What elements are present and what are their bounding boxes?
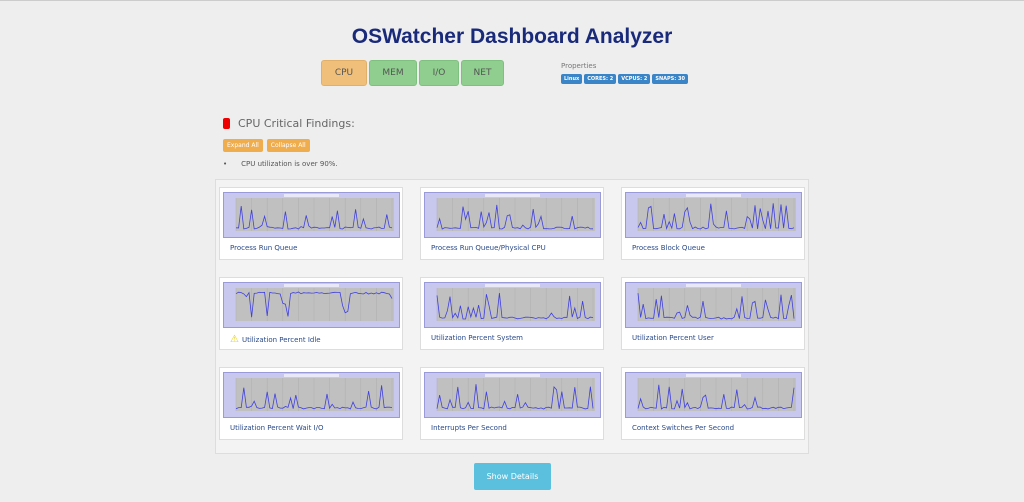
- chart-thumbnail[interactable]: [625, 282, 802, 328]
- chart-title[interactable]: Context Switches Per Second: [632, 424, 735, 432]
- chart-thumbnail[interactable]: [223, 192, 400, 238]
- page-title: OSWatcher Dashboard Analyzer: [351, 25, 673, 48]
- show-details-button[interactable]: Show Details: [474, 463, 551, 490]
- tab-io[interactable]: I/O: [419, 60, 459, 86]
- finding-text: CPU utilization is over 90%.: [241, 160, 338, 168]
- chart-thumbnail[interactable]: [625, 192, 802, 238]
- chart-card[interactable]: ⚠ Utilization Percent Idle: [219, 277, 403, 350]
- warning-icon: ⚠: [230, 334, 239, 345]
- chart-card[interactable]: Process Run Queue/Physical CPU: [420, 187, 604, 260]
- chart-line: [637, 293, 795, 320]
- chart-card[interactable]: Utilization Percent User: [621, 277, 805, 350]
- chart-title[interactable]: Process Block Queue: [632, 244, 705, 252]
- chart-card[interactable]: Utilization Percent Wait I/O: [219, 367, 403, 440]
- tab-mem[interactable]: MEM: [369, 60, 417, 86]
- chart-card[interactable]: Process Block Queue: [621, 187, 805, 260]
- chart-thumbnail[interactable]: [424, 282, 601, 328]
- tab-cpu[interactable]: CPU: [321, 60, 367, 86]
- chart-title[interactable]: Utilization Percent System: [431, 334, 523, 342]
- chart-title[interactable]: Utilization Percent Idle: [241, 335, 321, 344]
- chart-card[interactable]: Utilization Percent System: [420, 277, 604, 350]
- chart-line: [637, 384, 795, 410]
- os-badge: Linux: [561, 74, 583, 84]
- chart-grid: Process Run Queue Process Run Queue/Phys…: [215, 179, 809, 454]
- critical-icon: [223, 118, 230, 129]
- chart-thumbnail[interactable]: [424, 192, 601, 238]
- chart-line: [436, 384, 594, 410]
- chart-line: [436, 293, 594, 320]
- chart-card[interactable]: Interrupts Per Second: [420, 367, 604, 440]
- chart-line: [235, 205, 393, 230]
- chart-title[interactable]: Interrupts Per Second: [431, 424, 507, 432]
- chart-thumbnail[interactable]: [223, 282, 400, 328]
- chart-title[interactable]: Utilization Percent User: [632, 334, 714, 342]
- findings-section: CPU Critical Findings: Expand All Collap…: [223, 117, 355, 168]
- properties: Properties Linux CORES: 2 VCPUS: 2 SNAPS…: [561, 62, 688, 84]
- vcpus-badge: VCPUS: 2: [618, 74, 651, 84]
- chart-line: [436, 204, 594, 230]
- chart-line: [235, 385, 393, 410]
- finding-item: • CPU utilization is over 90%.: [223, 160, 355, 168]
- chart-title[interactable]: Process Run Queue/Physical CPU: [431, 244, 546, 252]
- chart-line: [637, 203, 795, 230]
- chart-card[interactable]: Process Run Queue: [219, 187, 403, 260]
- properties-label: Properties: [561, 62, 597, 70]
- expand-all-button[interactable]: Expand All: [223, 139, 263, 152]
- collapse-all-button[interactable]: Collapse All: [266, 139, 310, 152]
- tab-bar: CPU MEM I/O NET: [321, 60, 504, 86]
- chart-thumbnail[interactable]: [424, 372, 601, 418]
- chart-thumbnail[interactable]: [223, 372, 400, 418]
- chart-card[interactable]: Context Switches Per Second: [621, 367, 805, 440]
- snaps-badge: SNAPS: 30: [652, 74, 688, 84]
- chart-title[interactable]: Utilization Percent Wait I/O: [230, 424, 324, 432]
- findings-title: CPU Critical Findings:: [238, 117, 355, 130]
- tab-net[interactable]: NET: [461, 60, 504, 86]
- bullet-icon: •: [223, 160, 228, 168]
- chart-title[interactable]: Process Run Queue: [230, 244, 298, 252]
- cores-badge: CORES: 2: [584, 74, 617, 84]
- chart-line: [235, 291, 393, 318]
- chart-thumbnail[interactable]: [625, 372, 802, 418]
